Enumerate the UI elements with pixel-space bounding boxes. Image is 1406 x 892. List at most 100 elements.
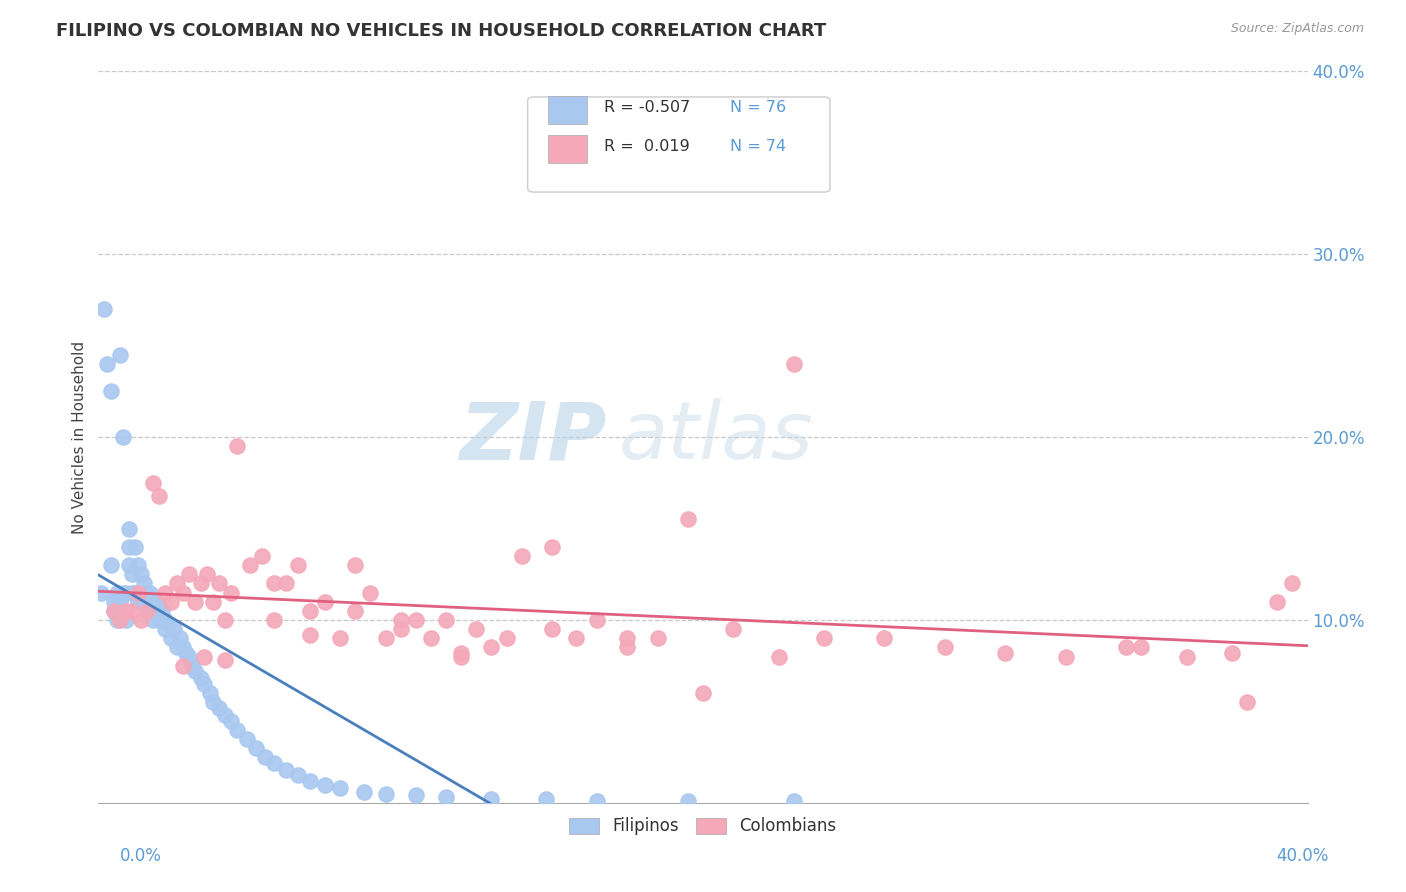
Point [873, 632, 896, 646]
Point [103, 594, 125, 608]
Point [111, 585, 134, 599]
Point [121, 567, 143, 582]
Point [783, 357, 806, 371]
Point [420, 632, 443, 646]
Point [676, 794, 699, 808]
Point [114, 604, 136, 618]
Point [135, 604, 157, 618]
Point [1130, 640, 1153, 655]
Text: 40.0%: 40.0% [1277, 847, 1329, 865]
Point [142, 599, 165, 613]
Point [692, 686, 714, 700]
Point [534, 792, 557, 806]
Point [153, 613, 176, 627]
Point [214, 653, 236, 667]
Point [135, 585, 157, 599]
Point [132, 594, 155, 608]
Point [96, 357, 118, 371]
Point [172, 640, 194, 655]
Text: N = 74: N = 74 [730, 139, 786, 154]
Point [153, 622, 176, 636]
Point [299, 627, 322, 641]
Point [127, 558, 149, 573]
Point [263, 613, 285, 627]
Point [495, 632, 517, 646]
Point [148, 599, 170, 613]
Point [239, 558, 262, 573]
Point [329, 632, 352, 646]
Point [226, 723, 249, 737]
Point [434, 790, 457, 805]
Point [127, 594, 149, 608]
Point [389, 613, 412, 627]
Point [139, 585, 162, 599]
Point [616, 632, 638, 646]
Point [344, 558, 367, 573]
Point [127, 585, 149, 599]
Point [129, 567, 152, 582]
Point [214, 708, 236, 723]
Point [235, 731, 257, 746]
Text: 0.0%: 0.0% [120, 847, 162, 865]
Point [108, 594, 131, 608]
Point [172, 658, 194, 673]
Point [129, 585, 152, 599]
Point [166, 640, 188, 655]
Point [287, 558, 309, 573]
Point [450, 649, 472, 664]
FancyBboxPatch shape [527, 97, 830, 192]
Point [263, 756, 285, 770]
Point [253, 750, 276, 764]
Point [103, 604, 125, 618]
Text: FILIPINO VS COLOMBIAN NO VEHICLES IN HOUSEHOLD CORRELATION CHART: FILIPINO VS COLOMBIAN NO VEHICLES IN HOU… [56, 22, 827, 40]
Point [193, 649, 215, 664]
Point [783, 794, 806, 808]
Point [768, 649, 790, 664]
Point [184, 594, 207, 608]
Point [156, 616, 179, 631]
Y-axis label: No Vehicles in Household: No Vehicles in Household [72, 341, 87, 533]
Point [813, 632, 835, 646]
Point [124, 585, 146, 599]
Point [221, 585, 243, 599]
Point [405, 613, 427, 627]
Point [148, 489, 170, 503]
Point [1054, 649, 1077, 664]
Point [374, 787, 396, 801]
Point [1281, 576, 1303, 591]
Point [108, 613, 131, 627]
Point [124, 540, 146, 554]
Point [481, 792, 503, 806]
Point [374, 632, 396, 646]
Point [510, 549, 533, 563]
Point [314, 594, 336, 608]
Point [723, 622, 745, 636]
Point [195, 567, 218, 582]
Point [994, 646, 1017, 660]
Point [540, 622, 562, 636]
Point [465, 622, 488, 636]
Point [166, 576, 188, 591]
Point [103, 604, 125, 618]
Point [299, 773, 322, 788]
Point [114, 613, 136, 627]
Text: Source: ZipAtlas.com: Source: ZipAtlas.com [1230, 22, 1364, 36]
Point [1175, 649, 1198, 664]
Point [344, 604, 367, 618]
FancyBboxPatch shape [548, 135, 586, 163]
Point [250, 549, 273, 563]
Point [142, 475, 165, 490]
Legend: Filipinos, Colombians: Filipinos, Colombians [562, 811, 844, 842]
Text: R =  0.019: R = 0.019 [603, 139, 689, 154]
Point [105, 613, 128, 627]
Point [360, 585, 382, 599]
Point [139, 604, 162, 618]
Point [181, 658, 204, 673]
Point [174, 646, 197, 660]
Point [586, 794, 609, 808]
Point [105, 585, 128, 599]
Point [565, 632, 588, 646]
Point [450, 646, 472, 660]
Point [221, 714, 243, 728]
Point [100, 384, 122, 399]
